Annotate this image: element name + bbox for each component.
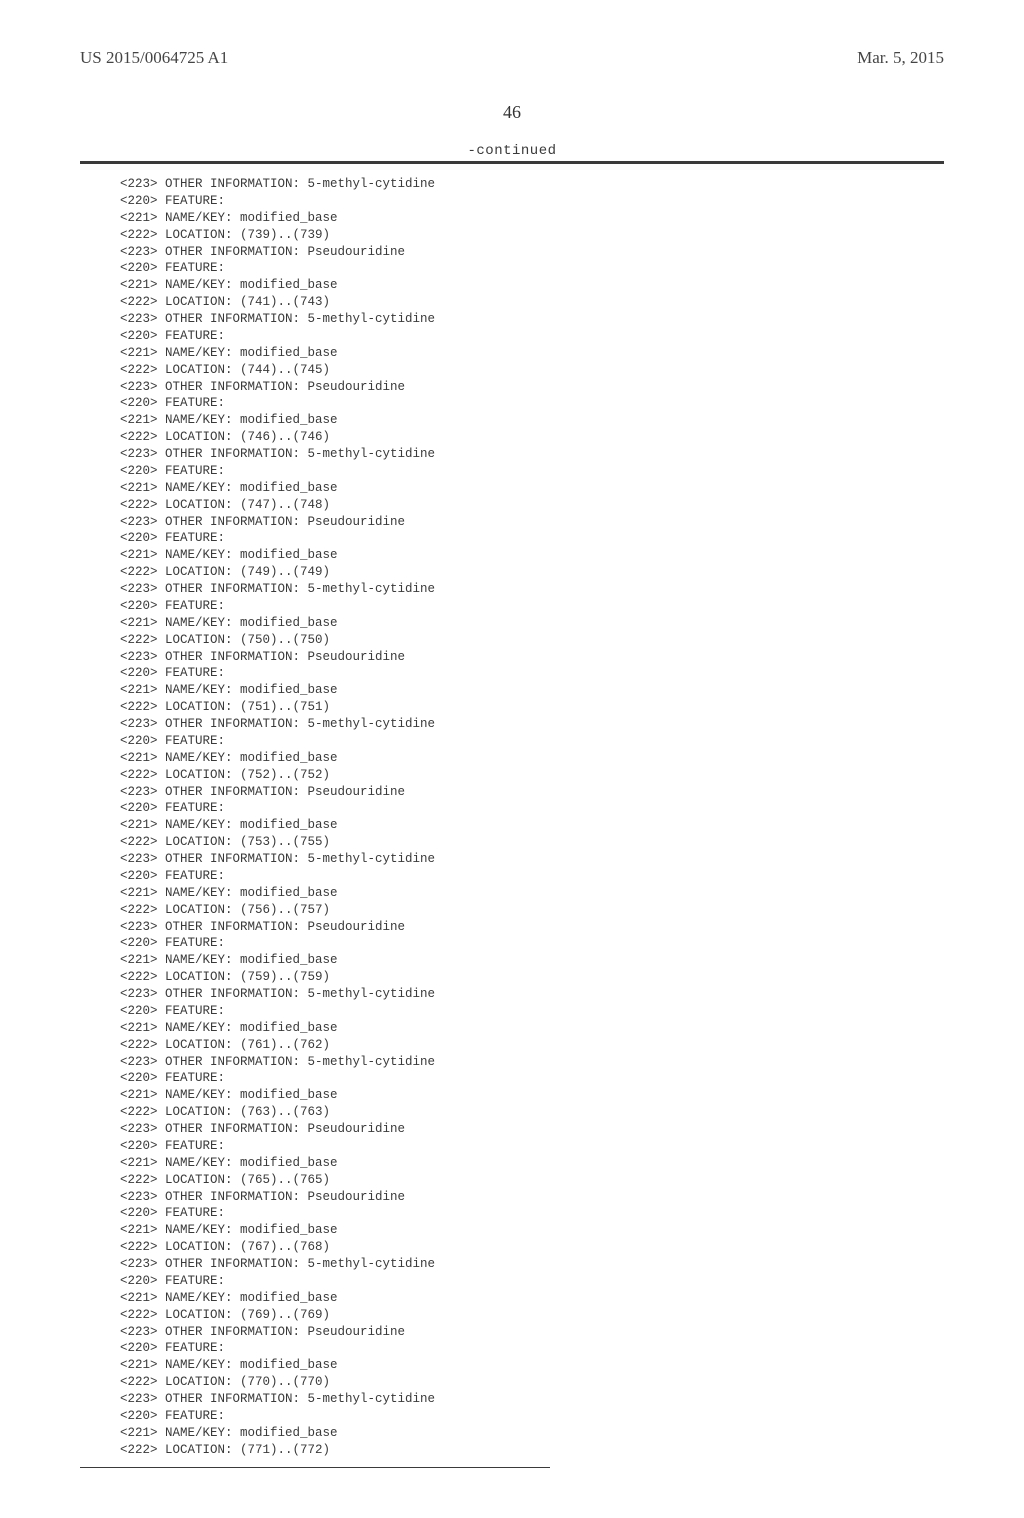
continued-label: -continued	[80, 143, 944, 159]
bottom-divider	[80, 1467, 550, 1468]
publication-date: Mar. 5, 2015	[857, 48, 944, 68]
page-number: 46	[80, 102, 944, 123]
page-container: US 2015/0064725 A1 Mar. 5, 2015 46 -cont…	[0, 0, 1024, 1518]
page-header: US 2015/0064725 A1 Mar. 5, 2015	[80, 48, 944, 68]
publication-number: US 2015/0064725 A1	[80, 48, 228, 68]
top-divider	[80, 161, 944, 164]
sequence-listing: <223> OTHER INFORMATION: 5-methyl-cytidi…	[120, 176, 944, 1459]
